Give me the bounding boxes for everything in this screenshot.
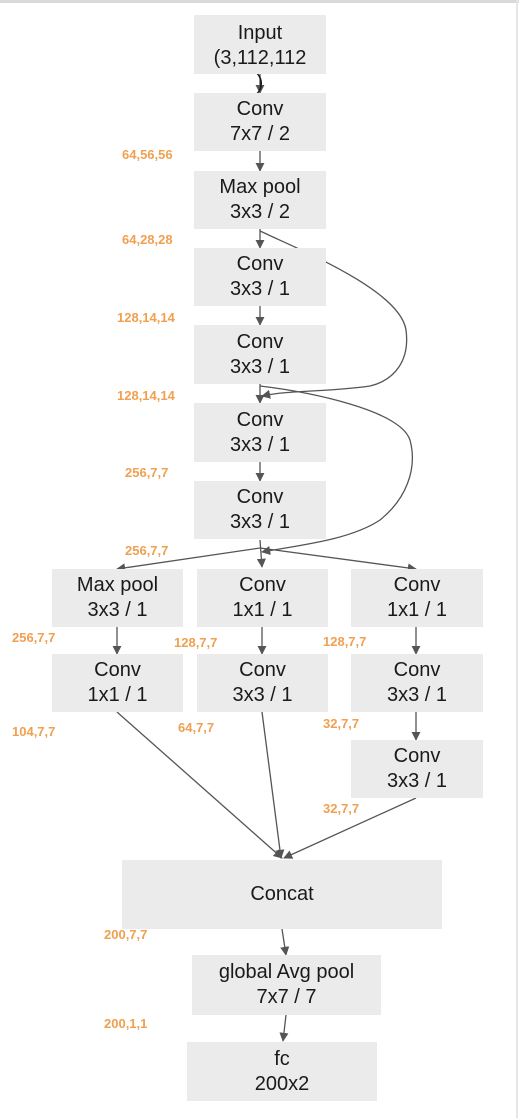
node-conv2-title: Conv	[236, 253, 284, 275]
node-avgpool-title: global Avg pool	[218, 961, 355, 983]
dim-label-branch1-conv: 104,7,7	[12, 724, 56, 739]
node-fc-params: 200x2	[254, 1072, 310, 1095]
right-border	[516, 0, 518, 1118]
edge-conv5-branch1	[116, 547, 261, 573]
node-branch2-conv1-title: Conv	[239, 574, 286, 596]
dim-label-conv1: 64,56,56	[122, 147, 173, 162]
dim-label-branch3-conv2: 32,7,7	[323, 716, 360, 731]
edge-concat-avgpool	[280, 928, 290, 956]
dim-label-conv2: 128,14,14	[117, 310, 175, 325]
edge-skip-maxpool1-conv4	[259, 230, 408, 399]
dim-label-maxpool1: 64,28,28	[122, 232, 173, 247]
dim-label-conv3: 128,14,14	[117, 388, 175, 403]
node-conv4: Conv 3x3 / 1	[194, 403, 326, 462]
node-conv3-title: Conv	[236, 330, 284, 353]
top-border	[0, 0, 519, 3]
node-branch3-conv1-title: Conv	[393, 574, 441, 596]
node-branch3-conv2-params: 3x3 / 1	[386, 684, 448, 706]
node-conv1-params: 7x7 / 2	[229, 123, 291, 145]
node-input: Input (3,112,112 )	[194, 15, 326, 94]
node-branch2-conv2: Conv 3x3 / 1	[197, 654, 328, 712]
node-maxpool1-title: Max pool	[219, 176, 301, 198]
node-branch3-conv3-params: 3x3 / 1	[386, 770, 448, 792]
node-branch1-conv-params: 1x1 / 1	[87, 684, 148, 706]
node-fc-title: fc	[274, 1047, 290, 1070]
node-maxpool1-params: 3x3 / 2	[229, 201, 291, 223]
node-conv3-params: 3x3 / 1	[229, 355, 291, 378]
dim-label-conv4: 256,7,7	[125, 465, 169, 480]
node-avgpool-params: 7x7 / 7	[256, 986, 317, 1008]
node-conv2: Conv 3x3 / 1	[194, 248, 326, 306]
node-branch2-conv2-title: Conv	[239, 659, 286, 681]
node-conv1: Conv 7x7 / 2	[194, 93, 326, 151]
node-input-title: Input	[237, 22, 283, 44]
node-maxpool1: Max pool 3x3 / 2	[194, 171, 326, 229]
node-input-shape-end: )	[256, 72, 264, 94]
node-branch1-pool: Max pool 3x3 / 1	[52, 569, 183, 627]
node-conv5-params: 3x3 / 1	[229, 511, 291, 533]
dim-label-branch2-conv2: 64,7,7	[178, 720, 215, 735]
node-branch3-conv2: Conv 3x3 / 1	[351, 654, 483, 712]
node-fc: fc 200x2	[187, 1042, 377, 1101]
dim-label-branch1-pool: 256,7,7	[12, 630, 56, 645]
node-conv4-title: Conv	[236, 408, 284, 431]
edge-skip-conv3-branches	[259, 385, 414, 555]
dim-label-branch3-conv1: 128,7,7	[323, 634, 367, 649]
edge-branch3-concat	[283, 797, 417, 859]
node-branch2-conv1-params: 1x1 / 1	[232, 599, 293, 621]
node-concat: Concat	[122, 860, 442, 929]
edge-branch1-concat	[116, 711, 283, 859]
node-branch3-conv1-params: 1x1 / 1	[386, 599, 448, 621]
node-branch1-pool-params: 3x3 / 1	[87, 599, 148, 621]
edge-avgpool-fc	[279, 1014, 289, 1042]
node-branch1-conv: Conv 1x1 / 1	[52, 654, 183, 712]
node-concat-title: Concat	[250, 883, 314, 905]
node-input-shape: (3,112,112	[213, 47, 307, 69]
node-conv5-title: Conv	[236, 486, 284, 508]
node-branch1-pool-title: Max pool	[76, 574, 159, 596]
node-conv3: Conv 3x3 / 1	[194, 325, 326, 384]
node-branch3-conv3: Conv 3x3 / 1	[351, 740, 483, 798]
node-branch3-conv2-title: Conv	[393, 659, 441, 681]
dim-label-concat: 200,7,7	[104, 927, 148, 942]
edge-conv5-branch2	[256, 539, 266, 568]
node-conv2-params: 3x3 / 1	[229, 278, 291, 300]
node-branch1-conv-title: Conv	[94, 659, 141, 681]
edge-branch2-concat	[261, 711, 285, 859]
node-conv4-params: 3x3 / 1	[229, 433, 291, 456]
node-conv1-title: Conv	[236, 98, 284, 120]
dim-label-branch2-conv1: 128,7,7	[174, 635, 218, 650]
node-branch3-conv3-title: Conv	[393, 745, 441, 767]
edge-conv5-branch3	[259, 547, 417, 573]
node-branch2-conv2-params: 3x3 / 1	[232, 684, 293, 706]
dim-label-conv5: 256,7,7	[125, 543, 169, 558]
node-avgpool: global Avg pool 7x7 / 7	[192, 955, 381, 1015]
node-branch3-conv1: Conv 1x1 / 1	[351, 569, 483, 627]
node-branch2-conv1: Conv 1x1 / 1	[197, 569, 328, 627]
dim-label-branch3-conv3: 32,7,7	[323, 801, 360, 816]
dim-label-avgpool: 200,1,1	[104, 1016, 148, 1031]
node-conv5: Conv 3x3 / 1	[194, 481, 326, 539]
